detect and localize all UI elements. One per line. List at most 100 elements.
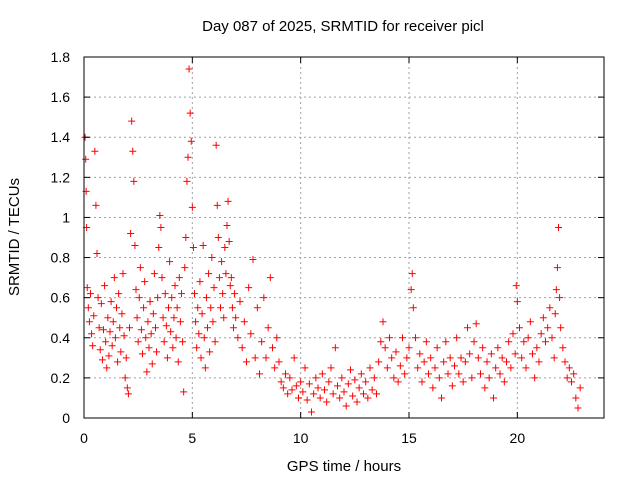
data-point — [349, 392, 357, 400]
data-point — [284, 390, 292, 398]
data-point — [303, 396, 311, 404]
data-point — [503, 358, 510, 366]
data-point — [550, 354, 558, 362]
data-point — [431, 364, 439, 372]
data-point — [435, 374, 443, 382]
data-point — [344, 380, 352, 388]
y-tick-label: 0 — [62, 410, 70, 426]
data-point — [364, 394, 372, 402]
data-point — [518, 354, 526, 362]
data-point — [542, 338, 549, 346]
data-point — [535, 358, 543, 366]
data-point — [174, 358, 182, 366]
data-point — [87, 290, 94, 298]
data-point — [295, 394, 302, 402]
data-point — [305, 380, 313, 388]
data-point — [505, 338, 513, 346]
data-point — [370, 374, 378, 382]
data-point — [95, 324, 103, 332]
data-point — [368, 386, 376, 394]
data-point — [386, 334, 393, 342]
data-point — [366, 364, 374, 372]
data-point — [329, 390, 337, 398]
data-point — [157, 223, 165, 231]
data-point — [196, 278, 204, 286]
data-point — [301, 364, 309, 372]
data-point — [184, 153, 192, 161]
data-point — [147, 330, 155, 338]
data-point — [347, 366, 354, 374]
data-point — [114, 358, 122, 366]
data-point — [111, 334, 119, 342]
data-point — [531, 374, 539, 382]
data-point — [132, 286, 140, 294]
data-point — [232, 314, 240, 322]
data-point — [172, 334, 180, 342]
data-point — [236, 298, 244, 306]
data-point — [279, 384, 287, 392]
data-point — [186, 109, 194, 117]
data-point — [152, 324, 159, 332]
data-point — [461, 358, 469, 366]
data-point — [135, 294, 143, 302]
data-point — [113, 304, 120, 312]
data-point — [84, 304, 92, 312]
data-point — [327, 364, 335, 372]
data-point — [563, 374, 571, 382]
data-point — [106, 328, 114, 336]
data-point — [308, 408, 315, 416]
data-point — [256, 370, 263, 378]
data-point — [394, 378, 402, 386]
data-point — [253, 304, 261, 312]
data-point — [496, 370, 504, 378]
data-point — [142, 334, 150, 342]
data-point — [448, 382, 456, 390]
data-point — [207, 304, 215, 312]
data-point — [312, 374, 320, 382]
data-point — [219, 290, 227, 298]
data-point — [137, 326, 145, 334]
data-point — [470, 338, 478, 346]
data-point — [565, 364, 573, 372]
data-point — [325, 378, 333, 386]
y-tick-label: 1.8 — [51, 49, 71, 65]
data-point — [213, 201, 221, 209]
data-point — [247, 330, 255, 338]
data-point — [168, 294, 176, 302]
data-point — [121, 374, 129, 382]
data-point — [83, 284, 91, 292]
data-point — [440, 358, 448, 366]
data-point — [197, 354, 205, 362]
data-point — [485, 374, 493, 382]
data-point — [444, 370, 452, 378]
data-point — [453, 334, 461, 342]
data-point — [290, 354, 298, 362]
data-point — [171, 282, 179, 290]
data-point — [338, 374, 346, 382]
y-axis-label: SRMTID / TECUs — [6, 178, 23, 296]
data-point — [442, 338, 450, 346]
data-point — [193, 344, 201, 352]
data-point — [520, 338, 528, 346]
data-point — [192, 318, 200, 326]
data-point — [336, 394, 344, 402]
data-point — [234, 334, 242, 342]
data-point — [483, 358, 491, 366]
data-point — [158, 274, 166, 282]
data-point — [124, 390, 132, 398]
data-point — [243, 358, 250, 366]
data-point — [182, 234, 190, 241]
data-point — [101, 282, 109, 290]
data-point — [511, 350, 519, 358]
data-point — [556, 294, 564, 302]
data-point — [544, 324, 552, 332]
data-point — [105, 352, 113, 360]
data-point — [225, 238, 233, 246]
data-point — [200, 334, 208, 342]
data-point — [487, 350, 495, 358]
data-point — [459, 378, 467, 386]
data-point — [559, 344, 567, 352]
data-point — [396, 362, 404, 370]
data-point — [408, 270, 416, 278]
